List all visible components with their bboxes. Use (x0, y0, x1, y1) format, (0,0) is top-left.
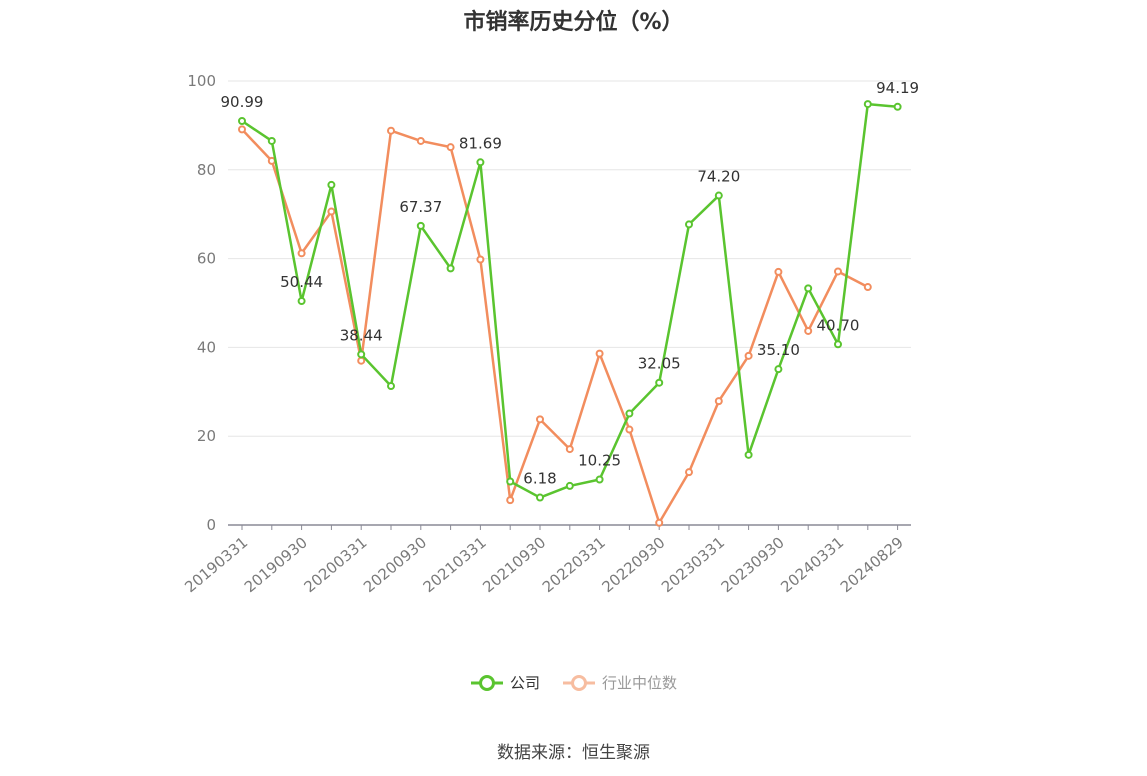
y-tick-label: 40 (197, 338, 216, 356)
data-label: 74.20 (697, 168, 740, 186)
industry-point (416, 136, 425, 145)
x-tick-label: 20240331 (777, 533, 847, 596)
company-point (744, 450, 753, 459)
industry-point (804, 326, 813, 335)
legend-industry-label: 行业中位数 (602, 674, 678, 692)
company-point (834, 340, 842, 349)
x-tick-label: 20190930 (241, 533, 311, 596)
industry-point (625, 425, 634, 434)
industry-point (476, 255, 485, 264)
x-tick-label: 20210331 (420, 533, 490, 596)
series-layer (238, 100, 902, 527)
industry-point (238, 125, 246, 134)
label-layer: 90.99 50.44 38.44 67.37 81.69 6.18 10.25 32.05 7… (221, 79, 920, 488)
company-point (238, 117, 246, 126)
industry-point (863, 283, 872, 292)
y-tick-label: 100 (187, 72, 216, 90)
x-tick-label: 20230930 (718, 533, 788, 596)
x-tick-label: 20210930 (479, 533, 549, 596)
company-point (774, 365, 783, 374)
y-tick-label: 0 (206, 516, 216, 534)
line-chart: 0 20 40 60 80 100 2019033120190930202003312020… (181, 72, 920, 596)
company-point (685, 220, 693, 229)
x-tick-label: 20200331 (300, 533, 370, 596)
data-label: 6.18 (523, 470, 556, 488)
data-label: 10.25 (578, 451, 621, 469)
industry-point (565, 445, 574, 454)
industry-point (536, 415, 544, 424)
company-point (804, 284, 813, 293)
company-point (506, 477, 515, 486)
company-point (357, 350, 366, 359)
data-label: 81.69 (459, 134, 502, 152)
industry-point (595, 349, 604, 358)
legend-item-company[interactable]: 公司 (470, 672, 540, 693)
legend-item-industry[interactable]: 行业中位数 (562, 672, 677, 693)
industry-point (446, 143, 455, 152)
industry-point (655, 518, 664, 527)
data-label: 40.70 (817, 316, 860, 334)
legend: 公司 行业中位数 (0, 672, 1147, 693)
industry-point (297, 249, 306, 258)
industry-point (506, 496, 515, 505)
company-point (446, 264, 455, 273)
industry-point (387, 126, 395, 135)
company-point (536, 493, 544, 502)
company-point (297, 297, 306, 306)
company-point (655, 378, 664, 387)
industry-point (327, 207, 336, 216)
data-label: 38.44 (340, 326, 383, 344)
company-point (387, 382, 395, 391)
legend-company-marker (470, 674, 503, 691)
data-label: 50.44 (280, 273, 323, 291)
industry-point (744, 351, 753, 360)
industry-point (834, 267, 842, 276)
data-source: 数据来源：恒生聚源 (497, 743, 650, 763)
company-series-line (241, 102, 898, 499)
industry-series-line (241, 128, 869, 525)
data-label: 67.37 (399, 198, 442, 216)
company-point (476, 158, 485, 167)
x-tick-label: 20220331 (539, 533, 609, 596)
x-tick-label: 20220930 (598, 533, 668, 596)
data-label: 90.99 (221, 93, 264, 111)
industry-point (774, 267, 783, 276)
data-label: 32.05 (638, 355, 681, 373)
grid-layer (228, 80, 911, 437)
company-point (565, 481, 574, 490)
industry-point (357, 356, 366, 365)
company-point (625, 409, 634, 418)
company-point (714, 191, 723, 200)
data-label: 35.10 (757, 341, 800, 359)
x-tick-label: 20190331 (181, 533, 251, 596)
company-point (416, 221, 425, 230)
x-tick-label: 20230331 (658, 533, 728, 596)
industry-point (685, 468, 693, 477)
company-point (595, 475, 604, 484)
legend-company-label: 公司 (509, 674, 540, 692)
y-tick-label: 20 (197, 427, 216, 445)
x-tick-label: 20200930 (360, 533, 430, 596)
data-label: 94.19 (876, 79, 919, 97)
company-point (267, 136, 276, 145)
y-tick-label: 80 (197, 161, 216, 179)
industry-point (714, 397, 723, 406)
chart-title: 市销率历史分位（%） (463, 10, 684, 35)
company-point (863, 100, 872, 109)
y-tick-label: 60 (197, 250, 216, 268)
legend-industry-marker (563, 674, 595, 691)
company-point (893, 102, 902, 111)
x-tick-label: 20240829 (837, 533, 907, 596)
axis-layer: 0 20 40 60 80 100 2019033120190930202003312020… (181, 72, 911, 596)
company-point (327, 180, 336, 189)
